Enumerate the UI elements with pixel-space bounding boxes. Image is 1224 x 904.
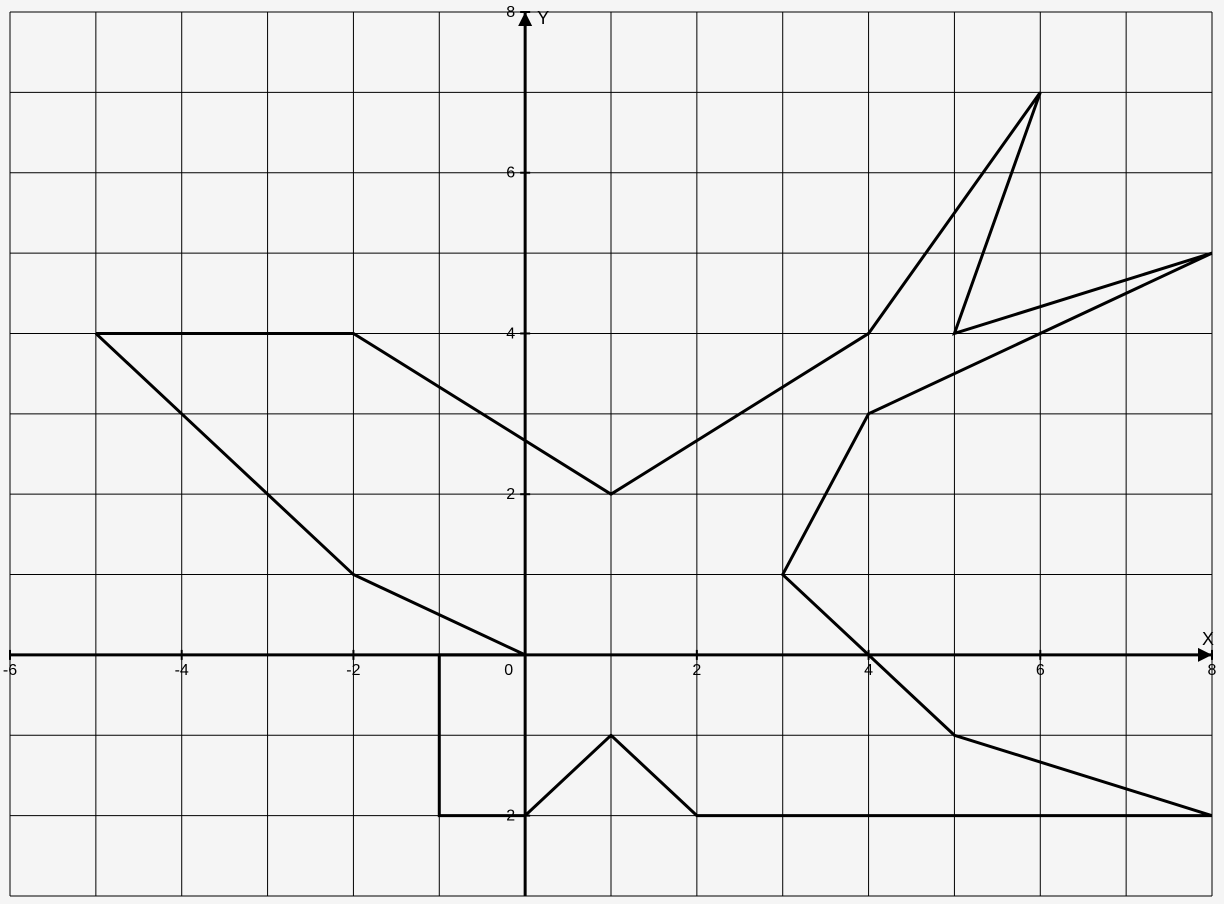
- y-axis-label: Y: [537, 8, 549, 28]
- x-tick-label: 6: [1036, 662, 1045, 679]
- y-tick-label: 2: [506, 486, 515, 503]
- x-tick-label: 4: [864, 662, 873, 679]
- x-tick-label: 2: [692, 662, 701, 679]
- x-tick-label: -2: [346, 662, 360, 679]
- x-axis-label: X: [1202, 629, 1214, 649]
- x-tick-label: 8: [1208, 662, 1217, 679]
- x-tick-label: -6: [3, 662, 17, 679]
- y-tick-label: 4: [506, 325, 515, 342]
- x-tick-label: -4: [175, 662, 189, 679]
- x-tick-label: 0: [504, 662, 513, 679]
- chart-svg: -6-4-202468-22468XY: [0, 0, 1224, 904]
- y-tick-label: 8: [506, 4, 515, 21]
- coordinate-chart: -6-4-202468-22468XY: [0, 0, 1224, 904]
- y-tick-label: 6: [506, 165, 515, 182]
